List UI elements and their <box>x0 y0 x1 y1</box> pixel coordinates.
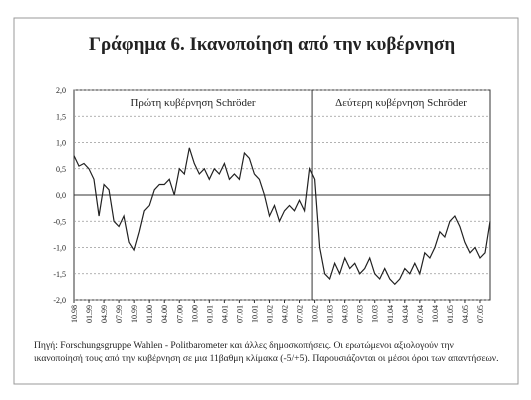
y-tick-label: -1,5 <box>53 270 66 279</box>
x-tick-label: 10.02 <box>311 305 320 323</box>
x-tick-label: 04.03 <box>341 305 350 323</box>
x-tick-label: 04.04 <box>401 305 410 323</box>
x-tick-label: 01.02 <box>265 305 274 323</box>
y-tick-label: 2,0 <box>56 86 66 95</box>
x-tick-label: 04.05 <box>461 305 470 323</box>
x-tick-label: 07.03 <box>356 305 365 323</box>
x-tick-label: 10.98 <box>70 305 79 323</box>
y-tick-label: -2,0 <box>53 296 66 305</box>
x-tick-label: 01.99 <box>85 305 94 323</box>
x-tick-label: 07.02 <box>296 305 305 323</box>
x-tick-label: 07.01 <box>235 305 244 323</box>
annotation: Πρώτη κυβέρνηση Schröder <box>130 97 255 109</box>
y-tick-label: 1,5 <box>56 112 66 121</box>
x-tick-label: 10.04 <box>431 305 440 323</box>
x-tick-label: 07.00 <box>175 305 184 323</box>
x-tick-label: 01.05 <box>446 305 455 323</box>
source-note: Πηγή: Forschungsgruppe Wahlen - Politbar… <box>34 340 499 364</box>
x-tick-label: 04.01 <box>220 305 229 323</box>
x-tick-label: 07.99 <box>115 305 124 323</box>
x-tick-label: 10.03 <box>371 305 380 323</box>
x-tick-label: 01.03 <box>326 305 335 323</box>
y-tick-label: 0,0 <box>56 191 66 200</box>
x-tick-label: 01.04 <box>386 305 395 323</box>
x-tick-label: 04.00 <box>160 305 169 323</box>
frame <box>13 17 519 385</box>
y-tick-label: 0,5 <box>56 165 66 174</box>
x-tick-label: 10.99 <box>130 305 139 323</box>
y-tick-label: -0,5 <box>53 217 66 226</box>
y-tick-label: 1,0 <box>56 139 66 148</box>
x-tick-label: 01.01 <box>205 305 214 323</box>
x-tick-label: 04.99 <box>100 305 109 323</box>
annotation: Δεύτερη κυβέρνηση Schröder <box>335 97 467 109</box>
x-tick-label: 07.04 <box>416 305 425 323</box>
x-tick-label: 10.01 <box>250 305 259 323</box>
x-tick-label: 01.00 <box>145 305 154 323</box>
data-line <box>73 147 491 286</box>
chart-title: Γράφημα 6. Ικανοποίηση από την κυβέρνηση <box>89 34 455 55</box>
x-tick-label: 04.02 <box>281 305 290 323</box>
x-tick-label: 10.00 <box>190 305 199 323</box>
x-tick-label: 07.05 <box>476 305 485 323</box>
y-tick-label: -1,0 <box>53 244 66 253</box>
